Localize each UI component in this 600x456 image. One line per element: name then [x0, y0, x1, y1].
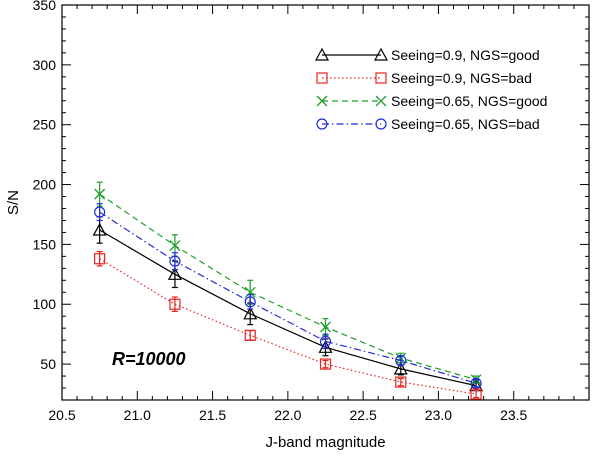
data-point-cross	[375, 95, 387, 107]
data-point-cross	[316, 95, 328, 107]
data-point-circle	[375, 118, 387, 130]
error-bar	[473, 379, 480, 388]
legend-entry: Seeing=0.9, NGS=good	[314, 47, 540, 63]
x-tick-label: 22.0	[274, 407, 301, 423]
data-point-triangle	[167, 267, 182, 280]
legend-label: Seeing=0.65, NGS=good	[391, 93, 547, 109]
x-tick-label: 23.0	[425, 407, 452, 423]
plot-frame	[61, 4, 590, 401]
data-point-circle	[244, 296, 256, 308]
cross-stroke	[316, 95, 328, 107]
cross-stroke	[375, 95, 387, 107]
x-tick-label: 23.5	[500, 407, 527, 423]
series-line	[99, 211, 477, 384]
y-axis-label: S/N	[5, 190, 22, 215]
series-line	[99, 258, 477, 395]
data-point-square	[395, 376, 407, 388]
data-point-circle	[316, 118, 328, 130]
x-tick-label: 21.5	[199, 407, 226, 423]
legend-label: Seeing=0.9, NGS=good	[391, 47, 540, 63]
error-bar	[247, 329, 254, 341]
data-point-triangle	[243, 306, 258, 320]
cross-stroke	[320, 321, 331, 333]
series-line	[99, 193, 477, 381]
series-line	[99, 229, 477, 387]
cross-stroke	[169, 240, 181, 252]
data-point-cross	[169, 240, 181, 252]
cross-stroke	[94, 188, 106, 200]
legend-entry: Seeing=0.9, NGS=bad	[316, 70, 532, 86]
legend-label: Seeing=0.9, NGS=bad	[391, 70, 532, 86]
data-point-square	[319, 358, 332, 370]
series-layer	[92, 181, 484, 400]
data-point-cross	[94, 188, 106, 200]
data-point-circle	[395, 354, 407, 367]
data-point-circle	[169, 255, 181, 267]
axis-ticks: 20.5 21.0 21.5 22.0 22.5 23.0 23.5 50 100 150 200 2…	[33, 0, 589, 423]
legend-entry: Seeing=0.65, NGS=good	[316, 93, 547, 109]
data-point-cross	[320, 321, 331, 333]
y-tick-label: 100	[33, 296, 57, 312]
x-tick-label: 22.5	[350, 407, 377, 423]
data-point-square	[169, 298, 181, 310]
data-point-square	[316, 72, 328, 84]
cross-stroke	[244, 286, 256, 298]
series-2	[94, 250, 482, 400]
y-tick-label: 250	[33, 117, 57, 133]
legend-label: Seeing=0.65, NGS=bad	[391, 116, 540, 132]
legend: Seeing=0.9, NGS=good Seeing=0.9, NGS=bad S…	[314, 47, 547, 132]
x-tick-label: 20.5	[48, 407, 75, 423]
y-tick-label: 300	[33, 57, 57, 73]
data-point-triangle	[92, 222, 107, 236]
legend-entry: Seeing=0.65, NGS=bad	[316, 116, 540, 132]
data-point-triangle	[393, 361, 408, 375]
data-point-square	[375, 72, 387, 84]
y-tick-label: 350	[33, 0, 57, 13]
error-bar	[322, 359, 329, 369]
data-point-square	[244, 329, 256, 341]
error-bar	[397, 377, 404, 387]
data-point-circle	[94, 206, 106, 218]
data-point-triangle	[314, 47, 330, 61]
r-annotation: R=10000	[112, 349, 186, 369]
data-point-circle	[319, 335, 332, 347]
series-4	[94, 203, 482, 389]
y-tick-label: 150	[33, 236, 57, 252]
data-point-triangle	[318, 340, 333, 353]
y-tick-label: 50	[40, 356, 56, 372]
data-point-square	[94, 253, 106, 265]
x-axis-label: J-band magnitude	[265, 434, 385, 451]
data-point-circle	[470, 377, 482, 389]
data-point-square	[470, 388, 482, 400]
x-tick-label: 21.0	[124, 407, 151, 423]
data-point-cross	[244, 286, 256, 298]
y-tick-label: 200	[33, 177, 57, 193]
data-point-triangle	[373, 47, 389, 61]
error-bar	[473, 389, 480, 399]
